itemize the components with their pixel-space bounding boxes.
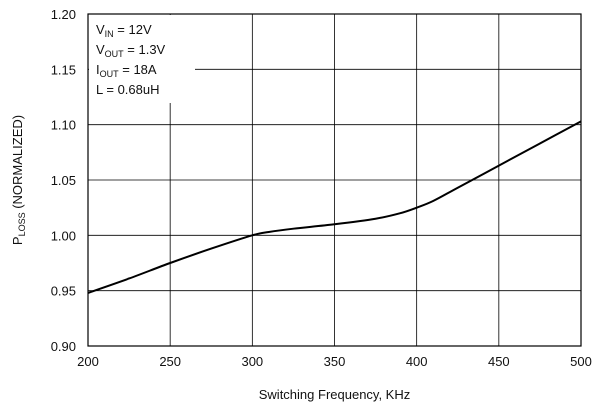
annotation-line: L = 0.68uH (96, 82, 159, 97)
series-line (87, 120, 582, 294)
y-tick-label: 0.90 (51, 339, 76, 354)
annotation-line: IOUT = 18A (96, 62, 157, 79)
x-tick-label: 250 (159, 354, 181, 369)
y-axis-label: PLOSS (NORMALIZED) (10, 115, 27, 245)
annotation-background (89, 15, 195, 103)
x-tick-label: 500 (570, 354, 592, 369)
annotation-line: VIN = 12V (96, 22, 152, 39)
y-tick-label: 1.15 (51, 62, 76, 77)
y-tick-label: 0.95 (51, 284, 76, 299)
x-tick-label: 300 (241, 354, 263, 369)
plot-frame (87, 13, 582, 347)
x-axis-label: Switching Frequency, KHz (259, 387, 411, 402)
x-tick-labels: 200 250 300 350 400 450 500 (77, 354, 592, 369)
x-tick-label: 350 (324, 354, 346, 369)
y-tick-label: 1.20 (51, 7, 76, 22)
y-tick-label: 1.05 (51, 173, 76, 188)
x-tick-label: 200 (77, 354, 99, 369)
x-tick-label: 450 (488, 354, 510, 369)
grid-lines (88, 14, 581, 346)
y-tick-labels: 0.90 0.95 1.00 1.05 1.10 1.15 1.20 (51, 7, 76, 354)
annotation-box: VIN = 12V VOUT = 1.3V IOUT = 18A L = 0.68uH (89, 15, 195, 103)
y-tick-label: 1.00 (51, 228, 76, 243)
annotation-line: VOUT = 1.3V (96, 42, 166, 59)
y-tick-label: 1.10 (51, 118, 76, 133)
x-tick-label: 400 (406, 354, 428, 369)
